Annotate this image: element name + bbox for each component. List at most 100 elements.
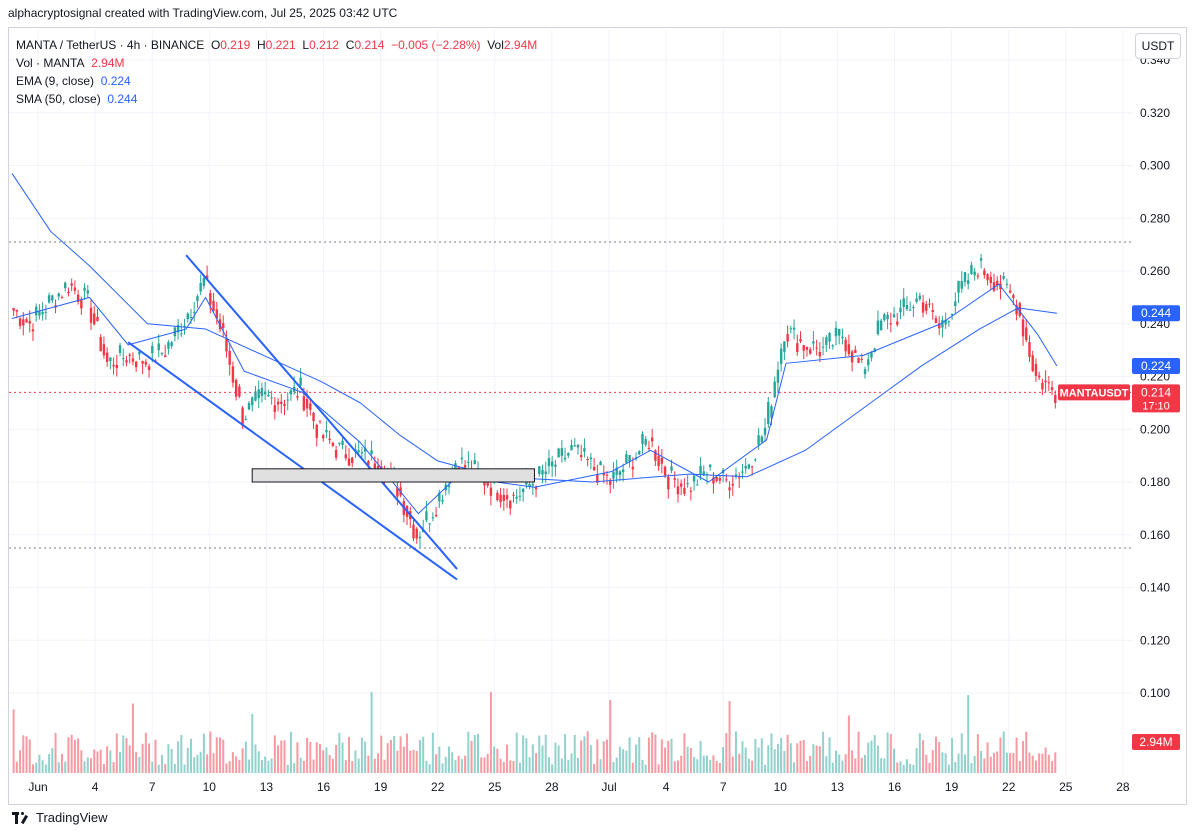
candle-body[interactable] bbox=[83, 287, 86, 291]
candle-body[interactable] bbox=[847, 344, 851, 355]
candle-body[interactable] bbox=[979, 258, 983, 261]
candle-body[interactable] bbox=[105, 352, 109, 362]
wedge-lower-trendline[interactable] bbox=[127, 341, 458, 581]
candle-body[interactable] bbox=[315, 424, 318, 438]
candle-body[interactable] bbox=[786, 333, 789, 342]
candle-body[interactable] bbox=[509, 500, 512, 509]
candle-body[interactable] bbox=[225, 337, 228, 352]
candle-body[interactable] bbox=[483, 479, 486, 486]
candle-body[interactable] bbox=[505, 495, 509, 500]
candle-body[interactable] bbox=[931, 309, 934, 313]
candle-body[interactable] bbox=[621, 469, 625, 473]
candle-body[interactable] bbox=[573, 445, 576, 447]
candle-body[interactable] bbox=[554, 464, 557, 467]
candle-body[interactable] bbox=[547, 458, 551, 467]
candle-body[interactable] bbox=[318, 420, 322, 422]
candle-body[interactable] bbox=[560, 448, 564, 456]
candle-body[interactable] bbox=[463, 465, 467, 468]
candle-body[interactable] bbox=[244, 419, 248, 421]
candle-body[interactable] bbox=[231, 366, 235, 383]
candle-body[interactable] bbox=[241, 407, 244, 426]
candle-body[interactable] bbox=[370, 450, 373, 454]
candle-body[interactable] bbox=[131, 358, 135, 362]
candle-body[interactable] bbox=[986, 274, 989, 281]
candle-body[interactable] bbox=[531, 484, 535, 486]
candle-body[interactable] bbox=[912, 306, 915, 308]
candle-body[interactable] bbox=[657, 456, 660, 467]
candle-body[interactable] bbox=[1021, 319, 1025, 337]
candle-body[interactable] bbox=[1034, 363, 1038, 376]
candle-body[interactable] bbox=[93, 313, 96, 325]
candle-body[interactable] bbox=[418, 536, 422, 539]
candle-body[interactable] bbox=[838, 328, 841, 336]
candle-body[interactable] bbox=[60, 296, 64, 298]
candle-body[interactable] bbox=[193, 311, 196, 313]
candle-body[interactable] bbox=[934, 318, 938, 324]
candle-body[interactable] bbox=[118, 345, 122, 353]
candle-body[interactable] bbox=[905, 305, 909, 310]
candle-body[interactable] bbox=[1054, 395, 1057, 404]
candle-body[interactable] bbox=[486, 481, 489, 486]
candle-body[interactable] bbox=[57, 293, 60, 297]
legend-sma-row[interactable]: SMA (50, close) 0.244 bbox=[16, 90, 537, 108]
candle-body[interactable] bbox=[767, 401, 770, 424]
candle-body[interactable] bbox=[31, 329, 35, 332]
candle-body[interactable] bbox=[570, 445, 573, 451]
candle-body[interactable] bbox=[983, 270, 986, 276]
candle-body[interactable] bbox=[34, 306, 38, 316]
candle-body[interactable] bbox=[731, 483, 734, 486]
candle-body[interactable] bbox=[109, 357, 112, 362]
candle-body[interactable] bbox=[51, 295, 54, 301]
candle-body[interactable] bbox=[196, 296, 199, 302]
candle-body[interactable] bbox=[1041, 382, 1044, 390]
candle-body[interactable] bbox=[941, 319, 944, 328]
candle-body[interactable] bbox=[773, 381, 776, 398]
candle-body[interactable] bbox=[415, 528, 418, 539]
candle-body[interactable] bbox=[734, 474, 738, 477]
candle-body[interactable] bbox=[1044, 380, 1047, 383]
ema-9-line[interactable] bbox=[11, 283, 1058, 515]
candle-body[interactable] bbox=[699, 465, 702, 474]
candle-body[interactable] bbox=[863, 369, 867, 375]
candle-body[interactable] bbox=[963, 272, 967, 283]
candle-body[interactable] bbox=[747, 464, 751, 469]
candle-body[interactable] bbox=[673, 478, 676, 480]
candle-body[interactable] bbox=[73, 287, 77, 291]
candle-body[interactable] bbox=[267, 394, 270, 397]
candle-body[interactable] bbox=[296, 396, 299, 398]
candle-body[interactable] bbox=[602, 473, 605, 476]
candle-body[interactable] bbox=[647, 447, 651, 449]
candle-body[interactable] bbox=[86, 290, 89, 294]
candle-body[interactable] bbox=[1028, 342, 1031, 357]
candle-body[interactable] bbox=[860, 358, 863, 360]
currency-unit-button[interactable]: USDT bbox=[1135, 33, 1181, 59]
candle-body[interactable] bbox=[947, 321, 951, 323]
candle-body[interactable] bbox=[702, 471, 705, 476]
candle-body[interactable] bbox=[557, 448, 560, 458]
candle-body[interactable] bbox=[918, 295, 922, 300]
candle-body[interactable] bbox=[744, 465, 747, 469]
candle-body[interactable] bbox=[844, 339, 847, 352]
candle-body[interactable] bbox=[212, 300, 215, 311]
candle-body[interactable] bbox=[583, 447, 586, 452]
candle-body[interactable] bbox=[199, 282, 202, 292]
candle-body[interactable] bbox=[202, 277, 206, 286]
candle-body[interactable] bbox=[1050, 387, 1054, 390]
candle-body[interactable] bbox=[834, 327, 838, 337]
candle-body[interactable] bbox=[373, 463, 377, 469]
candle-body[interactable] bbox=[654, 450, 657, 461]
candle-body[interactable] bbox=[115, 365, 119, 369]
candle-body[interactable] bbox=[502, 494, 506, 501]
candle-body[interactable] bbox=[41, 312, 44, 315]
candle-body[interactable] bbox=[331, 442, 335, 446]
candle-body[interactable] bbox=[102, 344, 106, 356]
candle-body[interactable] bbox=[367, 460, 370, 466]
candle-body[interactable] bbox=[567, 453, 570, 456]
candle-body[interactable] bbox=[892, 314, 896, 318]
candle-body[interactable] bbox=[854, 349, 857, 354]
candle-body[interactable] bbox=[973, 271, 976, 276]
candle-body[interactable] bbox=[760, 436, 764, 443]
candle-body[interactable] bbox=[779, 348, 783, 364]
candle-body[interactable] bbox=[770, 406, 773, 418]
